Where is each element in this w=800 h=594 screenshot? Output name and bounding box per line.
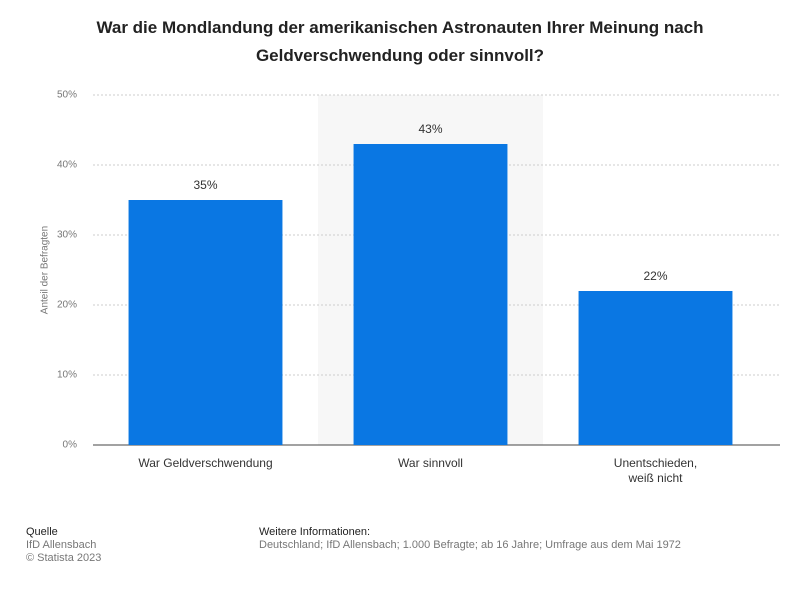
bar bbox=[353, 144, 508, 445]
chart-title: War die Mondlandung der amerikanischen A… bbox=[96, 18, 704, 65]
bar bbox=[578, 291, 733, 445]
y-tick-label: 50% bbox=[57, 90, 77, 101]
y-tick-label: 30% bbox=[57, 230, 77, 241]
source-block: Quelle IfD Allensbach © Statista 2023 bbox=[26, 526, 101, 565]
x-tick-label: Unentschieden, weiß nicht bbox=[613, 456, 698, 485]
info-block: Weitere Informationen: Deutschland; IfD … bbox=[259, 526, 681, 552]
y-tick-label: 10% bbox=[57, 370, 77, 381]
value-label: 35% bbox=[193, 178, 217, 192]
value-label: 43% bbox=[418, 122, 442, 136]
y-tick-label: 40% bbox=[57, 160, 77, 171]
y-axis-label: Anteil der Befragten bbox=[40, 226, 51, 314]
x-tick-label: War Geldverschwendung bbox=[138, 456, 273, 470]
source: IfD Allensbach bbox=[26, 539, 97, 551]
y-tick-label: 0% bbox=[63, 440, 78, 451]
x-tick-label: War sinnvoll bbox=[398, 456, 463, 470]
y-tick-label: 20% bbox=[57, 300, 77, 311]
source-title: Quelle bbox=[26, 526, 58, 538]
bar bbox=[128, 200, 283, 445]
info: Deutschland; IfD Allensbach; 1.000 Befra… bbox=[259, 539, 681, 551]
value-label: 22% bbox=[643, 269, 667, 283]
copyright: © Statista 2023 bbox=[26, 552, 102, 564]
info-title: Weitere Informationen: bbox=[259, 526, 371, 538]
